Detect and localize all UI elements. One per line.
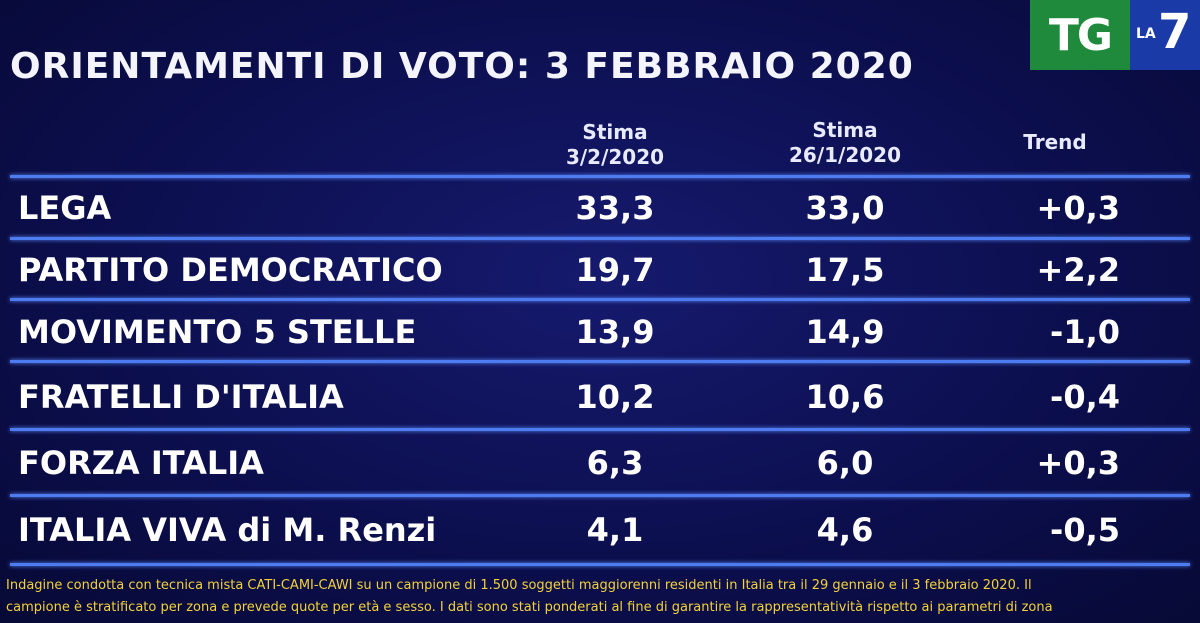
trend-value: -0,4 — [1050, 378, 1120, 416]
table-row: MOVIMENTO 5 STELLE 13,9 14,9 -1,0 — [0, 302, 1200, 362]
stima-26-1-value: 33,0 — [805, 189, 885, 227]
table-row: LEGA 33,3 33,0 +0,3 — [0, 178, 1200, 238]
column-header-line: 26/1/2020 — [788, 143, 902, 167]
stima-26-1-value: 10,6 — [805, 378, 885, 416]
party-name: FORZA ITALIA — [18, 444, 264, 482]
trend-value: +2,2 — [1036, 251, 1121, 289]
table-divider — [10, 360, 1190, 363]
trend-value: +0,3 — [1036, 444, 1121, 482]
party-name: FRATELLI D'ITALIA — [18, 378, 344, 416]
stima-26-1-value: 4,6 — [816, 511, 874, 549]
logo-seven-text: 7 — [1158, 4, 1192, 60]
table-row: PARTITO DEMOCRATICO 19,7 17,5 +2,2 — [0, 240, 1200, 300]
table-divider — [10, 237, 1190, 240]
party-name: LEGA — [18, 189, 112, 227]
column-header-stima-3-2: Stima 3/2/2020 — [545, 120, 685, 170]
trend-value: -1,0 — [1050, 313, 1120, 351]
column-header-line: Stima — [812, 118, 878, 142]
stima-26-1-value: 6,0 — [816, 444, 874, 482]
stima-26-1-value: 17,5 — [805, 251, 885, 289]
stima-26-1-value: 14,9 — [805, 313, 885, 351]
stima-3-2-value: 10,2 — [575, 378, 655, 416]
methodology-note: Indagine condotta con tecnica mista CATI… — [6, 578, 1032, 593]
channel-logo: TG LA 7 — [1030, 0, 1200, 70]
table-row: ITALIA VIVA di M. Renzi 4,1 4,6 -0,5 — [0, 500, 1200, 560]
stima-3-2-value: 33,3 — [575, 189, 655, 227]
logo-la7: LA 7 — [1130, 0, 1200, 70]
table-divider — [10, 175, 1190, 178]
trend-value: -0,5 — [1050, 511, 1120, 549]
column-header-line: 3/2/2020 — [565, 145, 665, 169]
logo-tg-text: TG — [1030, 0, 1130, 70]
table-row: FORZA ITALIA 6,3 6,0 +0,3 — [0, 433, 1200, 493]
table-divider — [10, 563, 1190, 566]
party-name: PARTITO DEMOCRATICO — [18, 251, 443, 289]
trend-value: +0,3 — [1036, 189, 1121, 227]
table-divider — [10, 298, 1190, 301]
column-header-stima-26-1: Stima 26/1/2020 — [770, 118, 920, 168]
party-name: ITALIA VIVA di M. Renzi — [18, 511, 437, 549]
table-divider — [10, 428, 1190, 431]
column-header-line: Stima — [582, 120, 648, 144]
table-divider — [10, 494, 1190, 497]
stima-3-2-value: 19,7 — [575, 251, 655, 289]
column-header-trend: Trend — [1023, 130, 1087, 154]
stima-3-2-value: 13,9 — [575, 313, 655, 351]
table-row: FRATELLI D'ITALIA 10,2 10,6 -0,4 — [0, 367, 1200, 427]
party-name: MOVIMENTO 5 STELLE — [18, 313, 417, 351]
methodology-note: campione è stratificato per zona e preve… — [6, 600, 1053, 615]
logo-la-text: LA — [1136, 26, 1156, 42]
stima-3-2-value: 6,3 — [586, 444, 644, 482]
page-title: ORIENTAMENTI DI VOTO: 3 FEBBRAIO 2020 — [10, 46, 914, 87]
stima-3-2-value: 4,1 — [586, 511, 644, 549]
